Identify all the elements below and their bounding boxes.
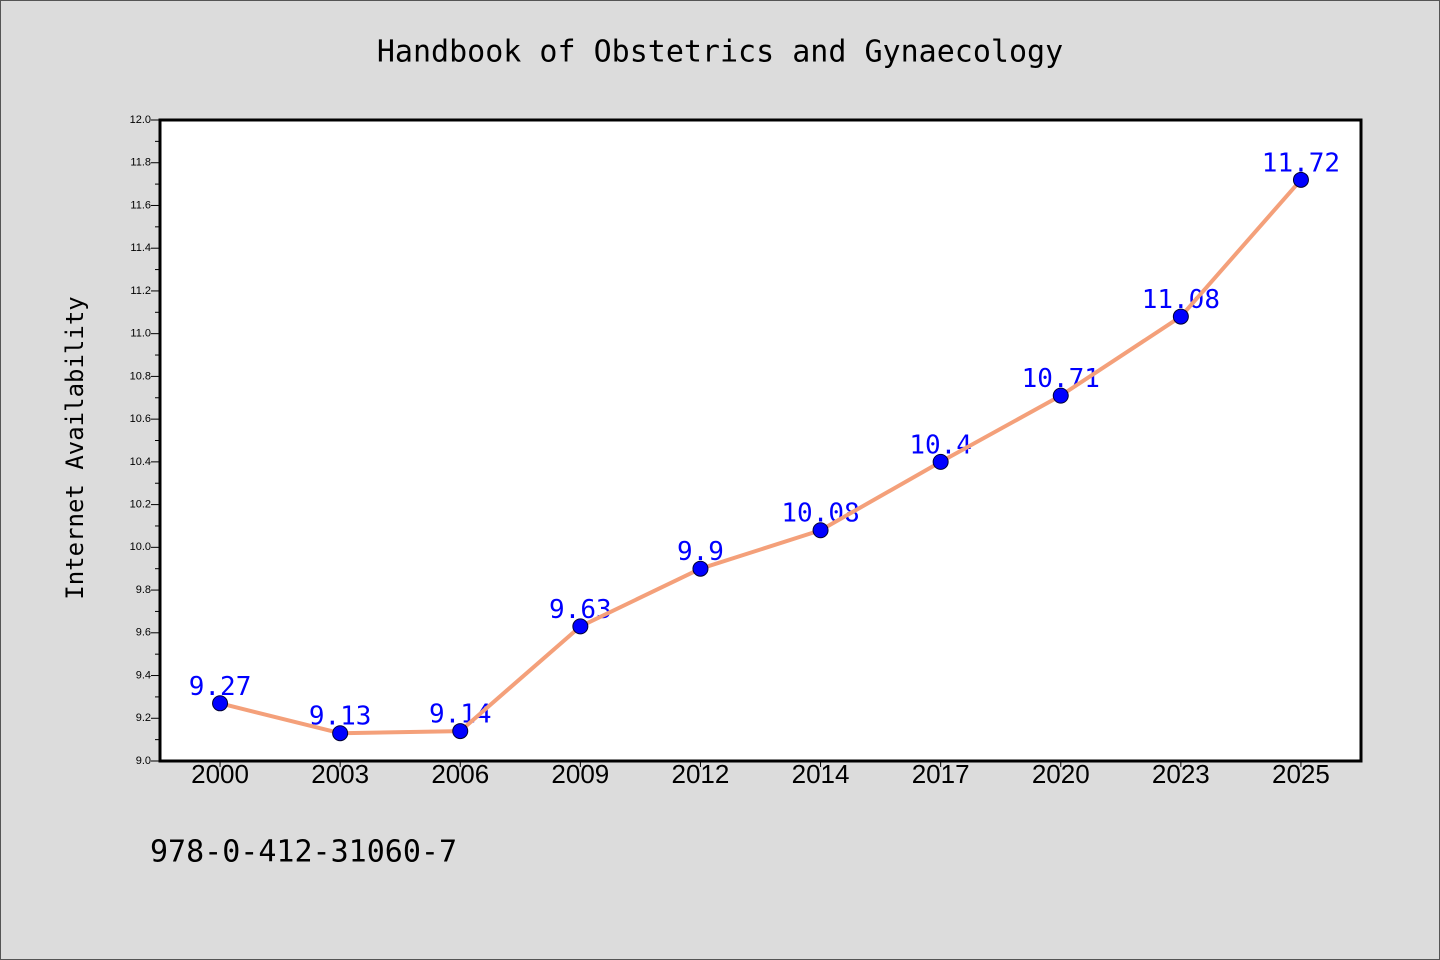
- data-markers: [212, 171, 1309, 742]
- y-tick-label: 11.8: [130, 157, 151, 169]
- y-tick-label: 11.0: [130, 328, 151, 340]
- y-axis-label: Internet Availability: [61, 296, 89, 599]
- x-tick-label: 2025: [1272, 759, 1330, 789]
- y-tick-label: 9.0: [136, 755, 151, 767]
- chart-title: Handbook of Obstetrics and Gynaecology: [377, 35, 1063, 70]
- data-point-marker: [572, 618, 589, 635]
- y-tick-label: 10.4: [130, 456, 151, 468]
- y-tick-label: 10.0: [130, 541, 151, 553]
- y-tick-label: 9.2: [136, 712, 151, 724]
- x-tick-label: 2003: [311, 759, 369, 789]
- y-tick-label: 9.8: [136, 584, 151, 596]
- x-tick-label: 2020: [1032, 759, 1090, 789]
- y-tick-label: 12.0: [130, 114, 151, 126]
- y-tick-label: 11.2: [130, 285, 151, 297]
- data-point-marker: [332, 725, 349, 742]
- data-point-marker: [1052, 387, 1069, 404]
- plot-frame: [158, 118, 1363, 763]
- data-point-marker: [932, 453, 949, 470]
- y-tick-label: 10.2: [130, 499, 151, 511]
- data-point-marker: [812, 522, 829, 539]
- y-tick-label: 11.6: [130, 199, 151, 211]
- data-point-marker: [692, 560, 709, 577]
- series-line: [218, 177, 1303, 736]
- x-tick-label: 2014: [792, 759, 850, 789]
- y-tick-label: 10.6: [130, 413, 151, 425]
- y-tick-label: 10.8: [130, 370, 151, 382]
- y-tick-label: 11.4: [130, 242, 151, 254]
- data-point-marker: [212, 695, 229, 712]
- plot-area: [160, 120, 1361, 761]
- x-tick-label: 2023: [1152, 759, 1210, 789]
- x-tick-label: 2012: [672, 759, 730, 789]
- y-tick-label: 9.6: [136, 627, 151, 639]
- x-tick-label: 2017: [912, 759, 970, 789]
- data-point-marker: [1172, 308, 1189, 325]
- x-tick-label: 2006: [431, 759, 489, 789]
- isbn-text: 978-0-412-31060-7: [150, 835, 457, 870]
- x-tick-label: 2000: [191, 759, 249, 789]
- axis-ticks: 9.0 9.2 9.4 9.6 9.8 10.0 10.2 10.4 10.6 10.8 11.0 1…: [130, 114, 1330, 789]
- data-point-marker: [452, 723, 469, 740]
- y-tick-label: 9.4: [136, 669, 151, 681]
- data-point-marker: [1292, 171, 1309, 188]
- x-tick-label: 2009: [551, 759, 609, 789]
